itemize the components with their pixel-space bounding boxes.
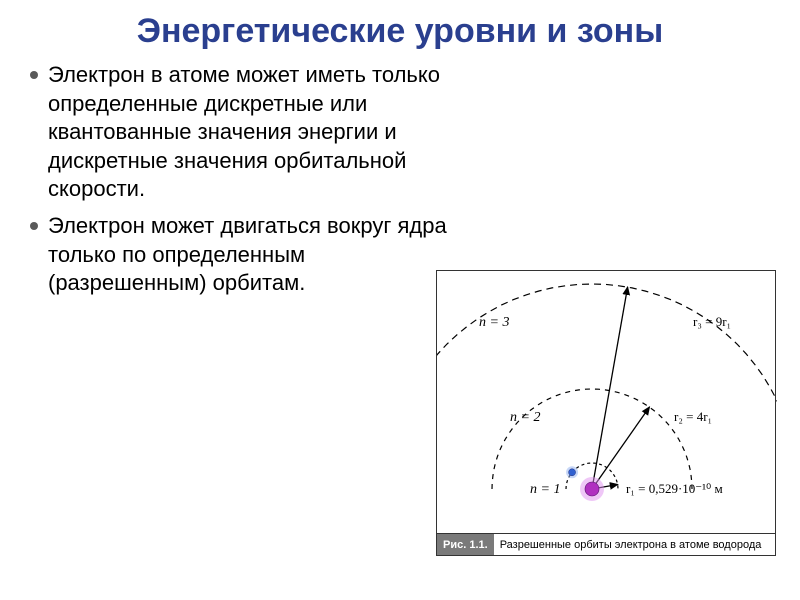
caption-tag: Рис. 1.1.: [437, 534, 494, 555]
orbit-figure: n = 1 n = 2 n = 3 r₁ = 0,529·10⁻¹⁰ м r₂ = 4r…: [436, 270, 776, 556]
bullet-text: Электрон может двигаться вокруг ядра тол…: [48, 212, 454, 298]
bullet-text: Электрон в атоме может иметь только опре…: [48, 61, 454, 204]
bullet-item: Электрон может двигаться вокруг ядра тол…: [30, 212, 454, 298]
svg-text:r₃ = 9r₁: r₃ = 9r₁: [693, 314, 731, 329]
svg-text:n = 2: n = 2: [510, 410, 540, 425]
bullet-marker: [30, 222, 38, 230]
svg-text:r₂ = 4r₁: r₂ = 4r₁: [674, 409, 712, 424]
bullet-item: Электрон в атоме может иметь только опре…: [30, 61, 454, 204]
content-area: Электрон в атоме может иметь только опре…: [0, 51, 800, 306]
slide-title: Энергетические уровни и зоны: [0, 0, 800, 51]
text-column: Электрон в атоме может иметь только опре…: [30, 61, 460, 306]
svg-text:r₁ = 0,529·10⁻¹⁰ м: r₁ = 0,529·10⁻¹⁰ м: [626, 481, 723, 496]
svg-text:n = 1: n = 1: [530, 482, 560, 497]
figure-caption: Рис. 1.1. Разрешенные орбиты электрона в…: [437, 533, 775, 555]
orbit-diagram: n = 1 n = 2 n = 3 r₁ = 0,529·10⁻¹⁰ м r₂ = 4r…: [437, 271, 777, 535]
caption-text: Разрешенные орбиты электрона в атоме вод…: [494, 539, 762, 551]
svg-text:n = 3: n = 3: [479, 315, 509, 330]
bullet-marker: [30, 71, 38, 79]
